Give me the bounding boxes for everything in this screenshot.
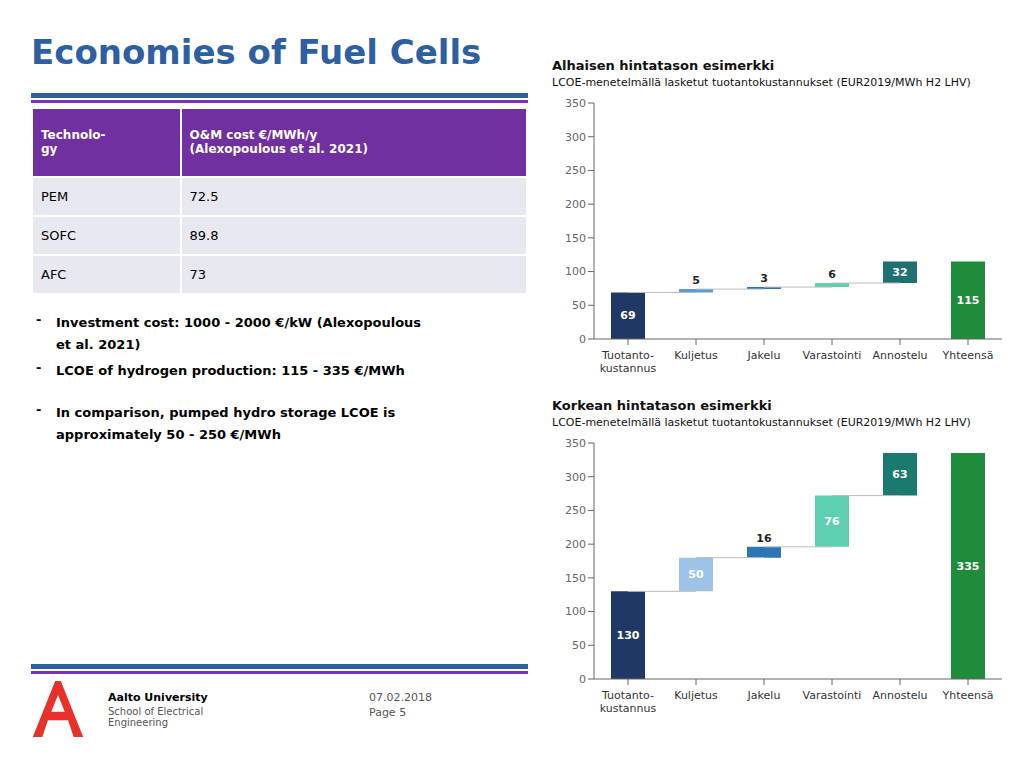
html-text:School of Electrical: School of Electrical (108, 706, 204, 717)
svg-text:Kuljetus: Kuljetus (674, 349, 718, 362)
html-text:07.02.2018: 07.02.2018 (369, 691, 432, 704)
svg-text:Yhteensä: Yhteensä (942, 689, 994, 702)
html-text:In comparison, pumped hydro st: In comparison, pumped hydro storage LCOE… (56, 405, 396, 420)
svg-text:3: 3 (760, 272, 768, 285)
html-text:Page 5: Page 5 (369, 706, 407, 719)
svg-text:63: 63 (892, 468, 907, 481)
svg-text:5: 5 (692, 274, 700, 287)
svg-text:115: 115 (957, 294, 980, 307)
html-text:Investment cost: 1000 - 2000 €: Investment cost: 1000 - 2000 €/kW (Alexo… (56, 315, 422, 330)
svg-text:150: 150 (565, 572, 586, 585)
svg-text:250: 250 (565, 164, 586, 177)
html-text:LCOE-menetelmällä lasketut tuo: LCOE-menetelmällä lasketut tuotantokusta… (552, 416, 971, 429)
svg-text:32: 32 (892, 266, 907, 279)
html-text:Technolo- gy: Technolo- gy (41, 128, 106, 157)
svg-text:130: 130 (617, 629, 640, 642)
svg-text:69: 69 (620, 309, 635, 322)
svg-text:200: 200 (565, 198, 586, 211)
svg-text:16: 16 (756, 532, 772, 545)
svg-text:Annostelu: Annostelu (872, 689, 927, 702)
html-text:O&M cost €/MWh/y (Alexopoulous: O&M cost €/MWh/y (Alexopoulous et al. 20… (189, 128, 368, 157)
svg-text:Yhteensä: Yhteensä (942, 349, 994, 362)
svg-text:0: 0 (579, 333, 586, 346)
svg-text:100: 100 (565, 265, 586, 278)
svg-text:250: 250 (565, 504, 586, 517)
html-text:et al. 2021): et al. 2021) (56, 337, 141, 352)
svg-text:Varastointi: Varastointi (803, 689, 862, 702)
html-text:SOFC: SOFC (41, 227, 76, 243)
html-text:LCOE of hydrogen production: 1: LCOE of hydrogen production: 115 - 335 €… (56, 363, 405, 378)
svg-text:6: 6 (828, 268, 836, 281)
html-text:PEM: PEM (41, 188, 69, 204)
html-text:73: 73 (189, 267, 206, 282)
svg-text:300: 300 (565, 471, 586, 484)
html-text:AFC: AFC (41, 267, 67, 282)
svg-text:Jakelu: Jakelu (747, 349, 781, 362)
svg-text:50: 50 (572, 299, 586, 312)
svg-text:0: 0 (579, 673, 586, 686)
svg-text:300: 300 (565, 131, 586, 144)
html-text:Korkean hintatason esimerkki: Korkean hintatason esimerkki (552, 398, 772, 413)
html-text:approximately 50 - 250 €/MWh: approximately 50 - 250 €/MWh (56, 427, 281, 442)
html-text:72.5: 72.5 (189, 188, 219, 204)
svg-text:Kuljetus: Kuljetus (674, 689, 718, 702)
html-text:Aalto University: Aalto University (108, 691, 208, 704)
svg-text:50: 50 (572, 639, 586, 652)
svg-text:350: 350 (565, 437, 586, 450)
html-text:Engineering: Engineering (108, 717, 168, 728)
html-text:LCOE-menetelmällä lasketut tuo: LCOE-menetelmällä lasketut tuotantokusta… (552, 76, 971, 89)
html-text:Economies of Fuel Cells: Economies of Fuel Cells (31, 32, 482, 72)
html-text:89.8: 89.8 (189, 227, 219, 243)
svg-text:350: 350 (565, 97, 586, 110)
svg-text:150: 150 (565, 232, 586, 245)
svg-text:Tuotanto-kustannus: Tuotanto-kustannus (600, 689, 657, 715)
svg-text:335: 335 (957, 560, 980, 573)
svg-text:Annostelu: Annostelu (872, 349, 927, 362)
svg-text:200: 200 (565, 538, 586, 551)
svg-text:76: 76 (824, 515, 840, 528)
svg-text:Jakelu: Jakelu (747, 689, 781, 702)
svg-text:100: 100 (565, 605, 586, 618)
svg-text:Varastointi: Varastointi (803, 349, 862, 362)
html-text:Alhaisen hintatason esimerkki: Alhaisen hintatason esimerkki (552, 58, 775, 73)
svg-text:50: 50 (688, 568, 704, 581)
svg-text:Tuotanto-kustannus: Tuotanto-kustannus (600, 349, 657, 375)
